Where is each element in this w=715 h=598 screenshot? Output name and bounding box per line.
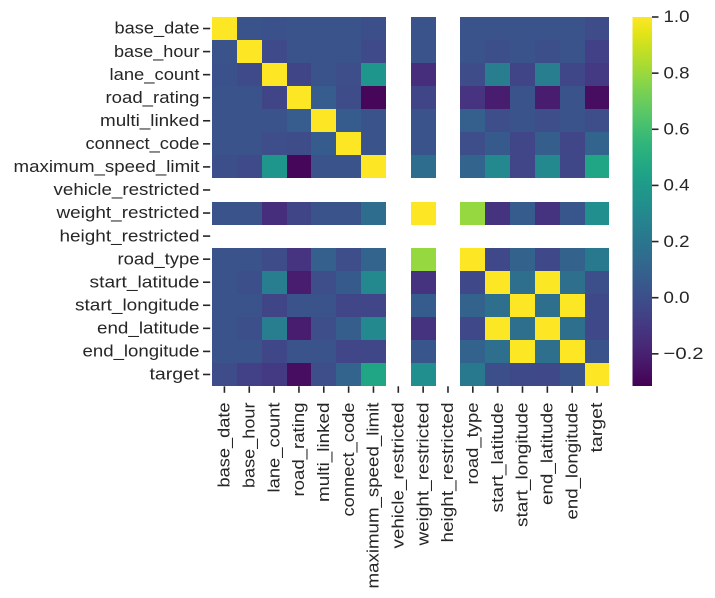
svg-text:maximum_speed_limit: maximum_speed_limit bbox=[14, 157, 200, 176]
svg-text:maximum_speed_limit: maximum_speed_limit bbox=[364, 402, 383, 588]
svg-text:road_rating: road_rating bbox=[289, 403, 308, 497]
svg-text:base_hour: base_hour bbox=[239, 402, 258, 488]
svg-text:lane_count: lane_count bbox=[264, 402, 283, 492]
svg-text:base_date: base_date bbox=[115, 19, 200, 38]
svg-text:height_restricted: height_restricted bbox=[60, 226, 200, 245]
svg-text:end_longitude: end_longitude bbox=[83, 342, 200, 361]
svg-text:0.6: 0.6 bbox=[664, 119, 690, 138]
svg-text:0.4: 0.4 bbox=[664, 176, 690, 195]
svg-text:start_longitude: start_longitude bbox=[513, 403, 532, 528]
svg-text:connect_code: connect_code bbox=[339, 403, 358, 517]
svg-text:target: target bbox=[150, 365, 200, 384]
svg-text:0.2: 0.2 bbox=[664, 232, 690, 251]
svg-text:road_type: road_type bbox=[118, 249, 200, 268]
svg-text:lane_count: lane_count bbox=[110, 65, 200, 84]
svg-text:1.0: 1.0 bbox=[664, 7, 690, 26]
svg-text:vehicle_restricted: vehicle_restricted bbox=[389, 403, 408, 549]
svg-text:road_rating: road_rating bbox=[106, 88, 200, 107]
svg-text:target: target bbox=[587, 402, 606, 452]
svg-text:vehicle_restricted: vehicle_restricted bbox=[54, 180, 200, 199]
svg-text:0.8: 0.8 bbox=[664, 63, 690, 82]
svg-text:base_hour: base_hour bbox=[114, 42, 200, 61]
svg-text:multi_linked: multi_linked bbox=[314, 403, 333, 503]
svg-text:end_longitude: end_longitude bbox=[562, 403, 581, 520]
svg-text:multi_linked: multi_linked bbox=[100, 111, 200, 130]
svg-text:base_date: base_date bbox=[215, 403, 234, 488]
svg-text:height_restricted: height_restricted bbox=[438, 403, 457, 543]
svg-text:weight_restricted: weight_restricted bbox=[413, 403, 432, 547]
svg-text:−0.2: −0.2 bbox=[664, 344, 704, 363]
svg-text:0.0: 0.0 bbox=[664, 288, 690, 307]
svg-text:road_type: road_type bbox=[463, 403, 482, 485]
svg-text:end_latitude: end_latitude bbox=[97, 319, 200, 338]
svg-text:weight_restricted: weight_restricted bbox=[55, 203, 199, 222]
svg-text:start_latitude: start_latitude bbox=[90, 272, 200, 291]
svg-text:connect_code: connect_code bbox=[86, 134, 200, 153]
svg-text:start_latitude: start_latitude bbox=[488, 403, 507, 513]
svg-text:end_latitude: end_latitude bbox=[538, 403, 557, 506]
svg-text:start_longitude: start_longitude bbox=[75, 295, 200, 314]
